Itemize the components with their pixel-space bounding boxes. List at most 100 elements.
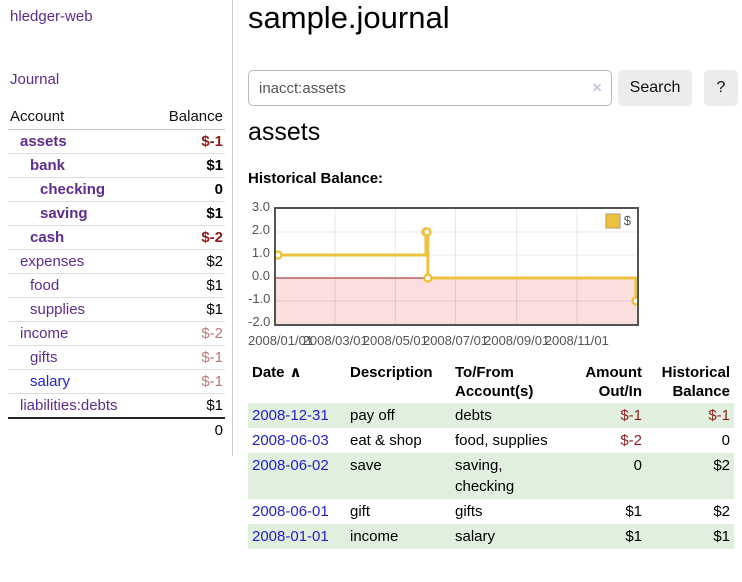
- sidebar-account-row: liabilities:debts $1: [8, 393, 225, 418]
- register-row: 2008-01-01 income salary $1 $1: [248, 524, 734, 549]
- register-header-date[interactable]: Date ∧: [252, 364, 302, 381]
- register-header-amount[interactable]: Amount Out/In: [585, 364, 642, 400]
- chart-heading: Historical Balance:: [248, 170, 384, 187]
- legend-swatch-icon: [604, 212, 621, 229]
- account-link-cash[interactable]: cash: [30, 229, 65, 246]
- y-axis-tick-label: 3.0: [251, 199, 270, 214]
- sidebar-account-row: assets $-1: [8, 130, 225, 154]
- y-axis-tick-label: 1.0: [251, 245, 270, 260]
- account-link-saving[interactable]: saving: [40, 205, 88, 222]
- transaction-accounts: salary: [455, 528, 496, 545]
- transaction-balance: $2: [713, 457, 730, 474]
- transaction-amount: $1: [625, 503, 642, 520]
- register-cell: 2008-01-01: [248, 524, 346, 549]
- register-cell: 2008-06-02: [248, 453, 346, 499]
- accounts-header-row: Account Balance: [8, 104, 225, 130]
- sidebar-account-row: cash $-2: [8, 225, 225, 250]
- transaction-accounts: food, supplies: [455, 432, 548, 449]
- register-cell: 2008-06-01: [248, 499, 346, 524]
- main-content: sample.journal × Search ? assets Histori…: [248, 0, 742, 582]
- account-balance: $1: [149, 201, 225, 226]
- transaction-balance: $2: [713, 503, 730, 520]
- transaction-date-link[interactable]: 2008-06-03: [252, 432, 329, 449]
- transaction-balance: $1: [713, 528, 730, 545]
- transaction-date-link[interactable]: 2008-06-01: [252, 503, 329, 520]
- account-link-checking[interactable]: checking: [40, 181, 106, 198]
- x-axis-tick-label: 2008/03/01: [302, 333, 368, 348]
- transaction-balance: $-1: [708, 407, 730, 424]
- transaction-date-link[interactable]: 2008-06-02: [252, 457, 329, 474]
- transaction-amount: $-1: [620, 407, 642, 424]
- register-row: 2008-06-01 gift gifts $1 $2: [248, 499, 734, 524]
- transaction-description: pay off: [350, 407, 395, 424]
- sort-ascending-icon: ∧: [289, 364, 302, 381]
- register-header-description[interactable]: Description: [350, 364, 433, 381]
- sidebar-account-row: bank $1: [8, 153, 225, 178]
- account-balance: $2: [149, 249, 225, 274]
- transaction-date-link[interactable]: 2008-01-01: [252, 528, 329, 545]
- transaction-amount: $1: [625, 528, 642, 545]
- account-link-liabilities-debts[interactable]: liabilities:debts: [20, 397, 118, 414]
- x-axis-tick-label: 2008/01/01: [248, 333, 314, 348]
- register-cell: 2008-06-03: [248, 428, 346, 453]
- account-balance: $1: [149, 393, 225, 418]
- transaction-date-link[interactable]: 2008-12-31: [252, 407, 329, 424]
- account-link-assets[interactable]: assets: [20, 133, 67, 150]
- account-link-supplies[interactable]: supplies: [30, 301, 86, 318]
- accounts-total-row: 0: [8, 417, 225, 442]
- account-link-gifts[interactable]: gifts: [30, 349, 58, 366]
- register-table: Date ∧ Description To/From Account(s) Amo…: [248, 361, 734, 549]
- register-header-accounts[interactable]: To/From Account(s): [455, 364, 534, 400]
- sidebar-account-row: income $-2: [8, 321, 225, 346]
- sidebar-account-row: food $1: [8, 273, 225, 298]
- accounts-total-value: 0: [149, 417, 225, 442]
- x-axis-tick-label: 2008/07/01: [422, 333, 489, 348]
- account-link-food[interactable]: food: [30, 277, 60, 294]
- sidebar-account-row: checking 0: [8, 177, 225, 202]
- account-heading: assets: [248, 118, 321, 146]
- account-link-bank[interactable]: bank: [30, 157, 66, 174]
- account-link-salary[interactable]: salary: [30, 373, 71, 390]
- account-balance: $-1: [149, 345, 225, 370]
- search-bar: × Search ?: [248, 70, 742, 106]
- brand-link[interactable]: hledger-web: [10, 8, 93, 25]
- sidebar-account-row: expenses $2: [8, 249, 225, 274]
- search-button[interactable]: Search: [618, 70, 692, 106]
- clear-search-icon[interactable]: ×: [592, 78, 602, 97]
- chart-plot-area: $: [274, 207, 639, 326]
- legend-label: $: [623, 213, 631, 228]
- accounts-table: Account Balance assets $-1 bank $1 checking 0…: [8, 104, 225, 442]
- account-balance: $1: [149, 153, 225, 178]
- help-button[interactable]: ?: [704, 70, 738, 106]
- register-header-row: Date ∧ Description To/From Account(s) Amo…: [248, 361, 734, 403]
- y-axis-tick-label: 2.0: [251, 222, 270, 237]
- account-balance: $-2: [149, 225, 225, 250]
- search-input[interactable]: [248, 70, 612, 106]
- transaction-accounts: debts: [455, 407, 492, 424]
- y-axis-tick-label: 0.0: [251, 268, 270, 283]
- page-title: sample.journal: [248, 0, 450, 35]
- transaction-amount: 0: [633, 457, 642, 474]
- y-axis-tick-label: -2.0: [248, 314, 271, 329]
- x-axis-tick-label: 2008/09/01: [484, 333, 550, 348]
- sidebar-account-row: gifts $-1: [8, 345, 225, 370]
- account-link-expenses[interactable]: expenses: [20, 253, 85, 270]
- register-cell: 2008-12-31: [248, 403, 346, 428]
- x-axis-tick-label: 2008/05/01: [362, 333, 428, 348]
- transaction-description: gift: [350, 503, 371, 520]
- account-balance: $-2: [149, 321, 225, 346]
- accounts-header-balance: Balance: [149, 104, 225, 130]
- sidebar-account-row: saving $1: [8, 201, 225, 226]
- account-link-income[interactable]: income: [20, 325, 69, 342]
- account-balance: 0: [149, 177, 225, 202]
- historical-balance-chart: $ 3.0 2.0 1.0 0.0 -1.0 -2.0 2008/01/01 2008/03/…: [248, 199, 668, 352]
- register-row: 2008-06-02 save saving, checking 0 $2: [248, 453, 734, 499]
- register-row: 2008-12-31 pay off debts $-1 $-1: [248, 403, 734, 428]
- sidebar-item-journal[interactable]: Journal: [10, 71, 60, 88]
- transaction-description: eat & shop: [350, 432, 422, 449]
- account-balance: $1: [149, 273, 225, 298]
- transaction-description: save: [350, 457, 382, 474]
- sidebar-divider: [232, 0, 233, 456]
- register-header-balance[interactable]: Historical Balance: [661, 364, 730, 400]
